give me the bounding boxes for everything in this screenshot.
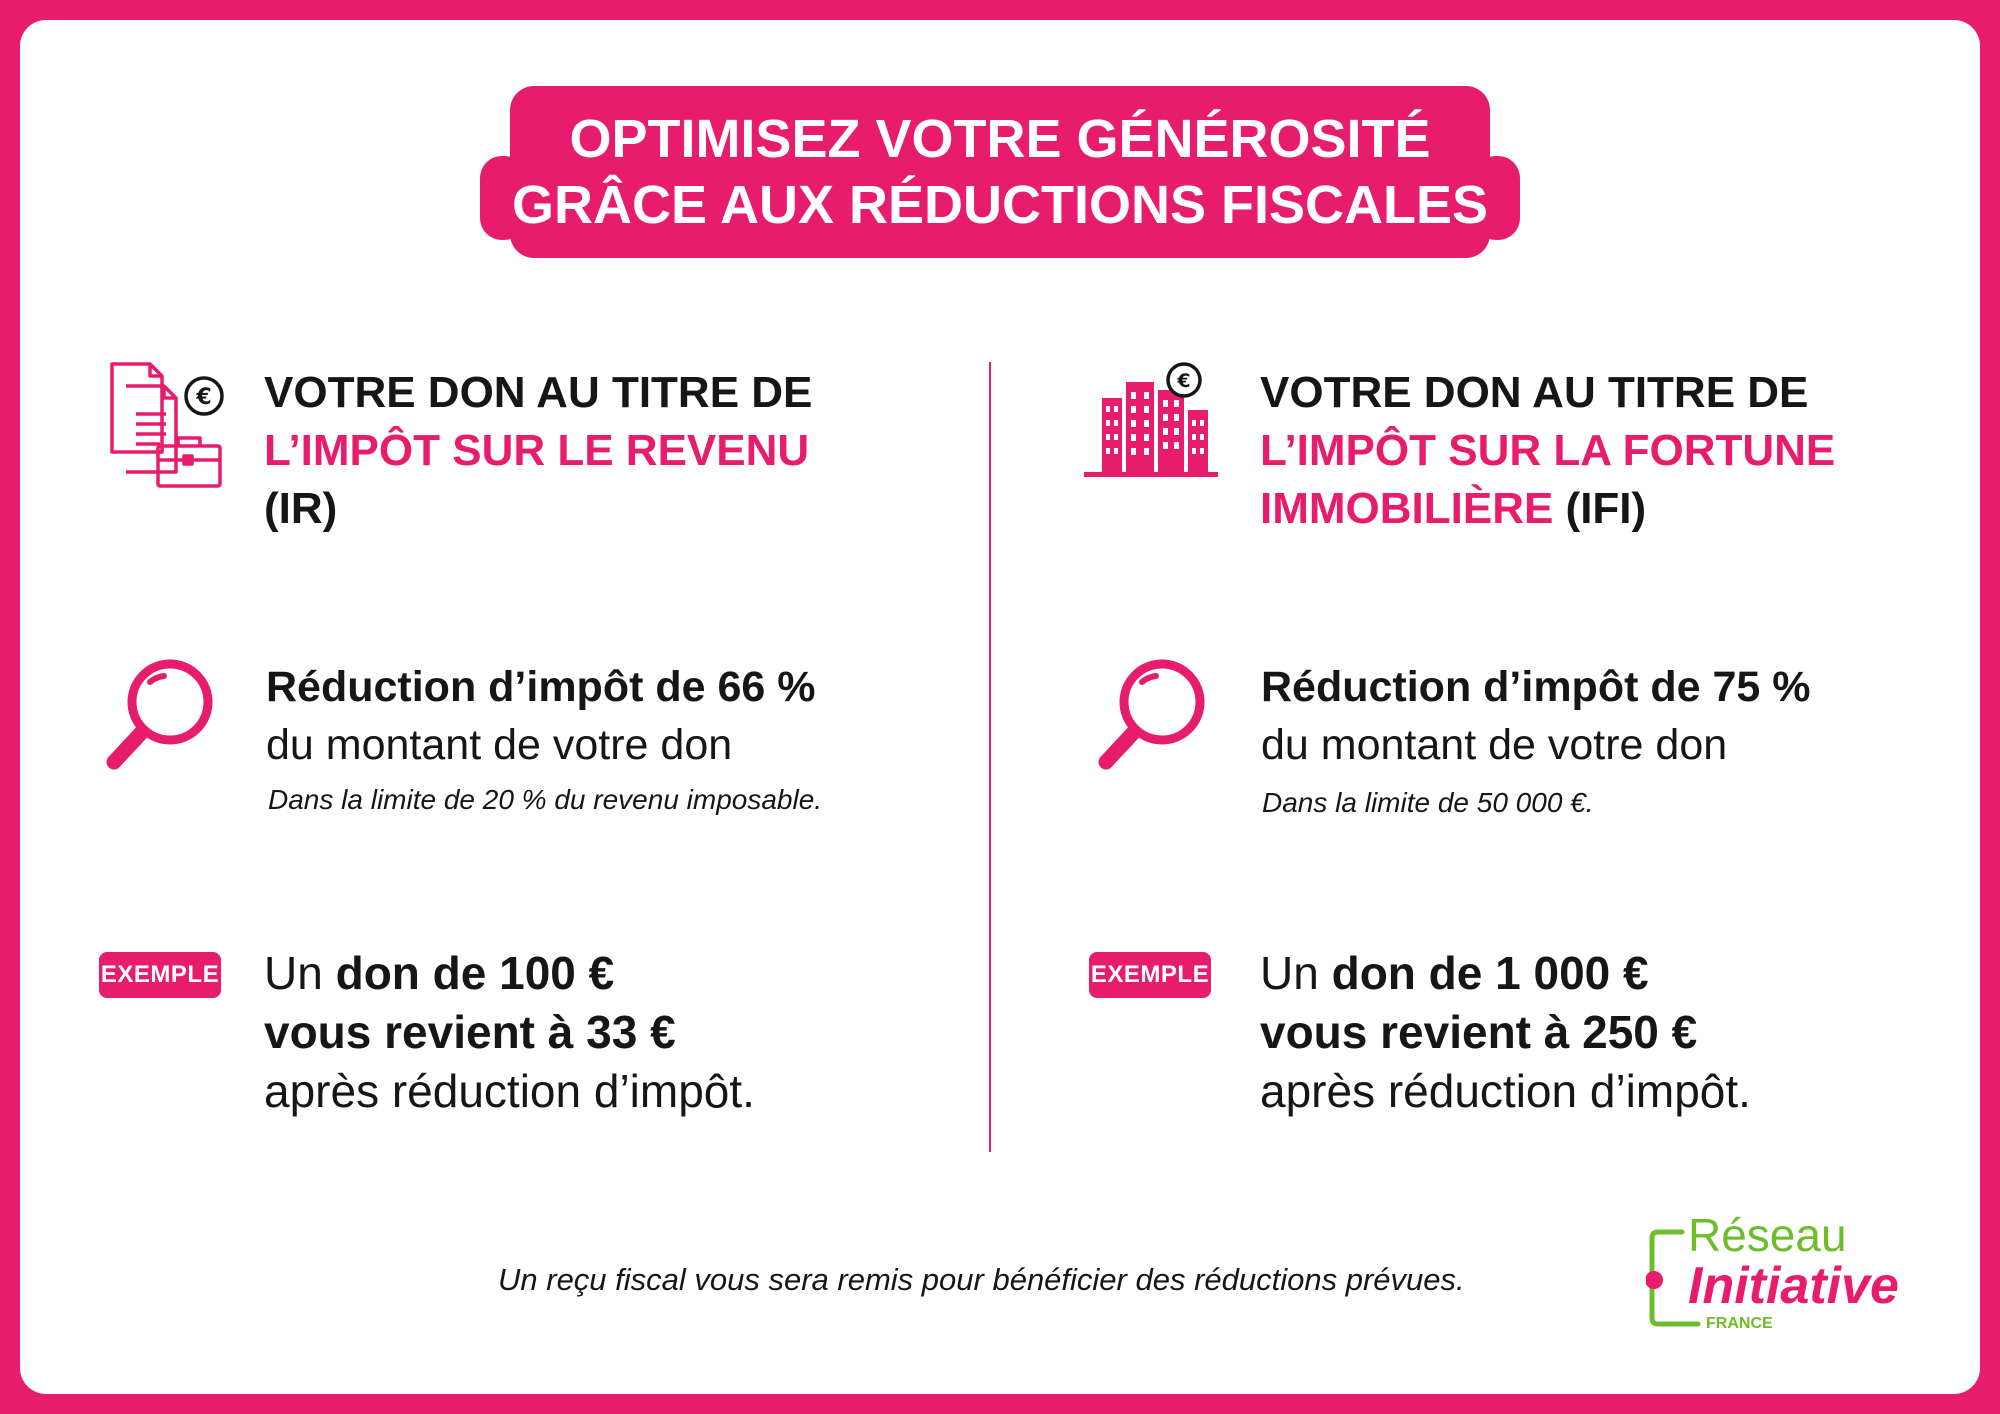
left-example-bold-2: vous revient à 33 € [264,1006,676,1058]
right-example-prefix: Un [1260,947,1332,999]
buildings-euro-icon: € [1082,360,1222,480]
svg-text:€: € [195,385,211,410]
svg-text:€: € [1176,370,1190,392]
right-rate-bold: Réduction d’impôt de 75 % [1261,663,1811,711]
left-example-text: après réduction d’impôt. [264,1065,755,1117]
logo-initiative: Initiative [1688,1257,1899,1315]
right-example-text: après réduction d’impôt. [1260,1065,1751,1117]
right-rate: Réduction d’impôt de 75 % du montant de … [1261,658,1811,774]
logo-reseau: Réseau [1688,1209,1847,1261]
left-rate-text: du montant de votre don [266,721,733,769]
reseau-initiative-logo: Réseau Initiative FRANCE [1646,1208,1899,1338]
magnifier-icon [102,654,222,774]
right-example-bold-1: don de 1 000 € [1331,947,1649,999]
right-example-badge: EXEMPLE [1089,952,1211,998]
right-heading-line-1: VOTRE DON AU TITRE DE [1260,368,1809,417]
right-heading-line-2: L’IMPÔT SUR LA FORTUNE [1260,426,1836,475]
right-limit-note: Dans la limite de 50 000 €. [1262,787,1594,818]
logo-france: FRANCE [1706,1315,1773,1332]
page-title-line-2: GRÂCE AUX RÉDUCTIONS FISCALES [511,175,1489,235]
footer-note: Un reçu fiscal vous sera remis pour béné… [498,1262,1465,1297]
left-heading-line-1: VOTRE DON AU TITRE DE [264,368,813,417]
right-heading: VOTRE DON AU TITRE DE L’IMPÔT SUR LA FOR… [1260,364,1835,538]
documents-briefcase-euro-icon: € [104,360,228,490]
left-limit-note: Dans la limite de 20 % du revenu imposab… [268,784,823,815]
column-divider [989,362,991,1152]
left-heading-line-2: L’IMPÔT SUR LE REVENU [264,426,810,475]
page-title-line-1: OPTIMISEZ VOTRE GÉNÉROSITÉ [569,109,1431,169]
left-rate: Réduction d’impôt de 66 % du montant de … [266,658,816,774]
magnifier-icon [1094,654,1214,774]
right-heading-line-3-dark: (IFI) [1553,484,1647,533]
left-heading: VOTRE DON AU TITRE DE L’IMPÔT SUR LE REV… [264,364,812,538]
left-example-bold-1: don de 100 € [335,947,615,999]
left-example: Un don de 100 € vous revient à 33 € aprè… [264,944,755,1121]
left-example-prefix: Un [264,947,336,999]
left-heading-line-3: (IR) [264,484,338,533]
page-title: OPTIMISEZ VOTRE GÉNÉROSITÉ GRÂCE AUX RÉD… [480,86,1520,258]
right-heading-line-3-pink: IMMOBILIÈRE [1260,484,1554,533]
left-rate-bold: Réduction d’impôt de 66 % [266,663,816,711]
right-example-bold-2: vous revient à 250 € [1260,1006,1698,1058]
right-rate-text: du montant de votre don [1261,721,1728,769]
left-example-badge: EXEMPLE [99,952,221,998]
right-example: Un don de 1 000 € vous revient à 250 € a… [1260,944,1751,1121]
